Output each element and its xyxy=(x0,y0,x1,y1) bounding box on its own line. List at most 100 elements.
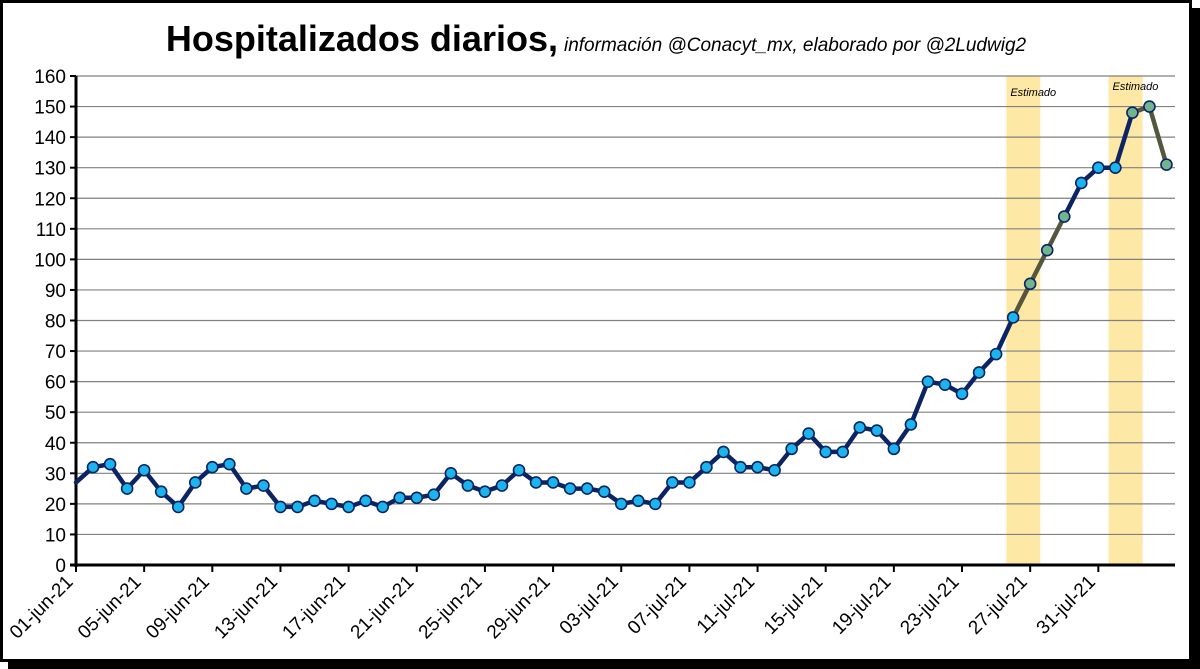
y-tick-label: 10 xyxy=(45,525,66,546)
data-point xyxy=(751,460,764,474)
data-point xyxy=(819,445,833,459)
x-tick-label: 23-jul-21 xyxy=(896,572,963,639)
data-point xyxy=(103,457,117,471)
estimated-data-point xyxy=(1057,210,1071,223)
data-point xyxy=(206,460,219,474)
data-point xyxy=(631,494,645,508)
y-tick-label: 30 xyxy=(45,464,66,485)
estimated-data-point xyxy=(1126,106,1139,119)
data-point xyxy=(342,500,355,514)
estimated-band-label: Estimado xyxy=(1113,81,1159,93)
estimated-band-label: Estimado xyxy=(1010,87,1056,99)
series-segment xyxy=(1113,110,1135,170)
x-tick-label: 07-jul-21 xyxy=(624,572,691,639)
series-line xyxy=(73,104,1169,510)
chart-title-main: Hospitalizados diarios, xyxy=(165,18,558,59)
y-tick-label: 130 xyxy=(34,159,66,180)
axes xyxy=(70,76,1175,567)
data-point xyxy=(1074,176,1088,190)
data-point xyxy=(308,494,321,508)
estimated-data-point xyxy=(1160,158,1173,171)
data-point xyxy=(410,491,424,505)
data-point xyxy=(614,497,628,511)
series-segment xyxy=(993,315,1016,357)
data-point xyxy=(427,488,441,502)
x-tick-label: 21-jun-21 xyxy=(347,572,419,644)
series-segment xyxy=(908,379,931,427)
data-point xyxy=(802,427,815,440)
y-tick-label: 80 xyxy=(45,312,66,333)
x-tick-label: 31-jul-21 xyxy=(1033,572,1100,639)
data-point xyxy=(461,479,475,492)
data-point xyxy=(853,421,867,434)
data-point xyxy=(683,476,696,489)
data-point xyxy=(666,476,679,489)
data-point xyxy=(444,467,458,480)
y-tick-label: 120 xyxy=(34,189,66,210)
x-tick-label: 13-jun-21 xyxy=(210,572,282,644)
data-point xyxy=(887,442,901,456)
data-point xyxy=(137,463,151,477)
data-point xyxy=(257,479,270,492)
data-point xyxy=(188,476,202,489)
data-point xyxy=(938,378,952,391)
data-point xyxy=(359,494,372,508)
y-tick-label: 20 xyxy=(45,495,66,516)
data-point xyxy=(512,463,526,477)
data-point xyxy=(478,485,492,498)
data-point xyxy=(870,424,884,437)
data-point xyxy=(734,460,747,474)
data-point xyxy=(546,476,560,489)
data-point xyxy=(291,500,304,514)
x-tick-label: 09-jun-21 xyxy=(142,572,214,644)
y-tick-label: 90 xyxy=(45,281,66,302)
y-tick-label: 70 xyxy=(45,342,66,363)
data-point xyxy=(597,485,611,498)
x-tick-label: 15-jul-21 xyxy=(760,572,827,639)
data-point xyxy=(904,418,918,431)
data-point xyxy=(785,442,798,456)
x-tick-label: 17-jun-21 xyxy=(279,572,351,644)
data-point xyxy=(86,460,100,474)
y-tick-label: 110 xyxy=(36,220,66,241)
x-tick-label: 27-jul-21 xyxy=(965,572,1032,639)
data-point xyxy=(972,366,986,379)
y-tick-label: 160 xyxy=(34,67,66,88)
x-tick-label: 05-jun-21 xyxy=(74,572,146,644)
data-point xyxy=(700,460,713,474)
data-point xyxy=(376,500,389,514)
data-point xyxy=(325,497,338,511)
data-point xyxy=(240,482,253,495)
chart-title: Hospitalizados diarios, información @Cona… xyxy=(0,18,1192,60)
data-point xyxy=(717,445,730,459)
data-point xyxy=(580,482,594,495)
data-point xyxy=(955,387,969,401)
data-point xyxy=(223,457,236,471)
y-tick-label: 60 xyxy=(45,373,66,394)
estimated-data-point xyxy=(1143,100,1156,113)
data-point xyxy=(154,485,168,498)
data-point xyxy=(1006,311,1020,324)
data-point xyxy=(921,375,935,388)
x-tick-label: 29-jun-21 xyxy=(483,572,555,644)
x-tick-label: 11-jul-21 xyxy=(693,572,759,638)
x-tick-label: 03-jul-21 xyxy=(556,572,623,639)
data-point xyxy=(120,482,134,495)
data-point xyxy=(274,500,287,514)
data-point xyxy=(171,500,185,514)
data-point xyxy=(529,476,543,489)
y-tick-label: 150 xyxy=(34,98,66,119)
data-point xyxy=(1092,161,1105,174)
x-tick-label: 19-jul-21 xyxy=(828,572,895,639)
data-point xyxy=(1109,161,1122,174)
y-tick-label: 140 xyxy=(34,128,66,149)
y-axis-ticks: 0 10 20 30 40 50 60 70 80 90 100 110 120 130 140 150 160 xyxy=(34,67,76,577)
data-point xyxy=(495,479,509,492)
x-tick-label: 25-jun-21 xyxy=(415,572,487,644)
data-point xyxy=(563,482,577,495)
y-tick-label: 100 xyxy=(34,250,66,271)
series-points xyxy=(86,100,1173,514)
chart-subtitle: información @Conacyt_mx, elaborado por @… xyxy=(563,35,1027,56)
x-tick-label: 01-jun-21 xyxy=(6,572,78,644)
